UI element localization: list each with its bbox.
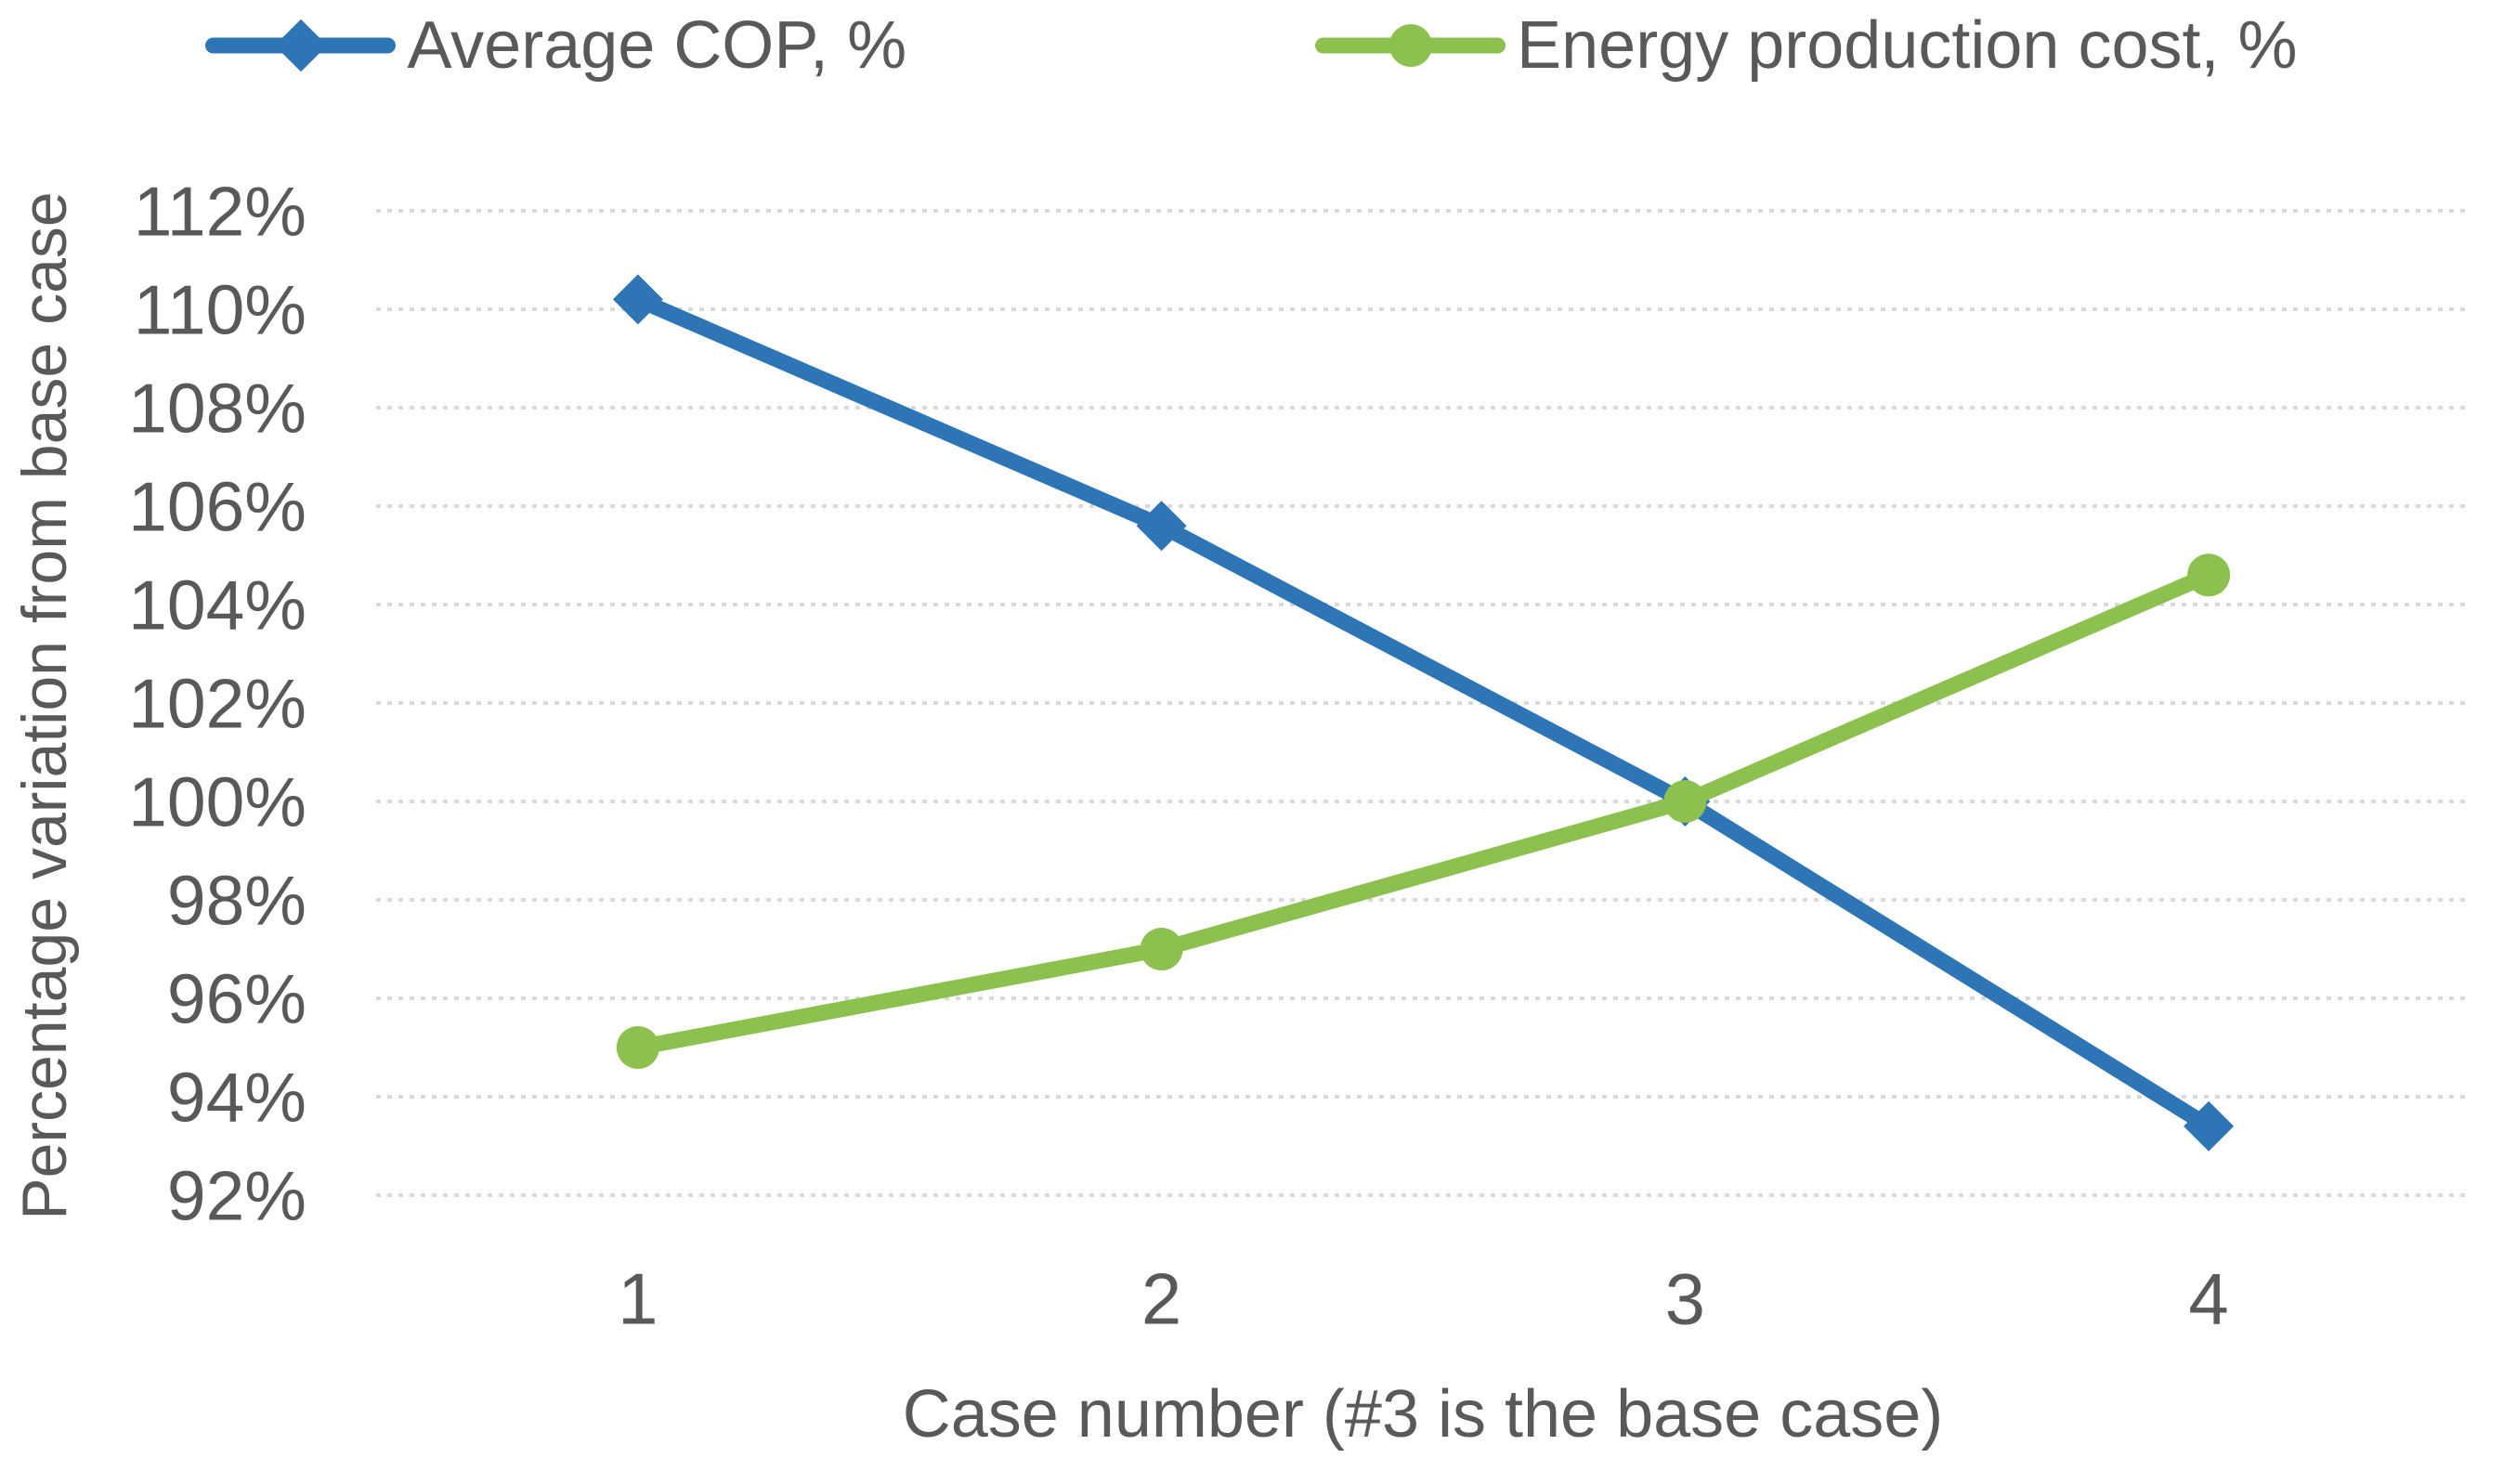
y-tick-label: 102% — [128, 664, 306, 742]
data-point-marker-circle — [1140, 928, 1183, 970]
y-tick-label: 92% — [167, 1156, 306, 1234]
legend-glyph-energy-production-cost — [1315, 4, 1506, 87]
y-tick-label: 98% — [167, 861, 306, 939]
series-line-1 — [630, 566, 2217, 1056]
x-axis-title: Case number (#3 is the base case) — [902, 1377, 1944, 1451]
data-point-marker-diamond — [1136, 501, 1187, 552]
x-tick-label: 4 — [2188, 1257, 2228, 1339]
series-line-0 — [630, 291, 2217, 1135]
y-tick-label: 100% — [128, 762, 306, 840]
chart-legend: Average COP, % Energy production cost, % — [0, 4, 2503, 87]
x-tick-label: 3 — [1665, 1257, 1705, 1339]
data-point-marker-circle — [2187, 553, 2231, 597]
legend-item-average-cop: Average COP, % — [205, 4, 906, 87]
y-tick-label: 106% — [128, 467, 306, 545]
y-tick-label: 96% — [167, 959, 306, 1037]
y-axis-title: Percentage variation from base case — [9, 191, 80, 1220]
y-tick-label: 94% — [167, 1058, 306, 1136]
data-point-marker-diamond — [612, 274, 663, 325]
legend-item-energy-production-cost: Energy production cost, % — [1315, 4, 2298, 87]
data-point-marker-circle — [1663, 780, 1707, 823]
y-tick-label: 110% — [134, 270, 306, 348]
legend-glyph-average-cop — [205, 4, 397, 87]
y-tick-label: 112% — [134, 172, 306, 250]
x-tick-label: 2 — [1141, 1257, 1181, 1339]
legend-label-energy-production-cost: Energy production cost, % — [1517, 8, 2298, 83]
legend-label-average-cop: Average COP, % — [407, 8, 907, 83]
y-tick-label: 108% — [128, 369, 306, 447]
x-tick-label: 1 — [618, 1257, 658, 1339]
data-point-marker-circle — [616, 1026, 659, 1069]
data-point-marker-diamond — [2184, 1100, 2235, 1152]
y-tick-label: 104% — [128, 566, 306, 644]
circle-marker-icon — [1388, 24, 1432, 67]
diamond-marker-icon — [274, 19, 328, 72]
